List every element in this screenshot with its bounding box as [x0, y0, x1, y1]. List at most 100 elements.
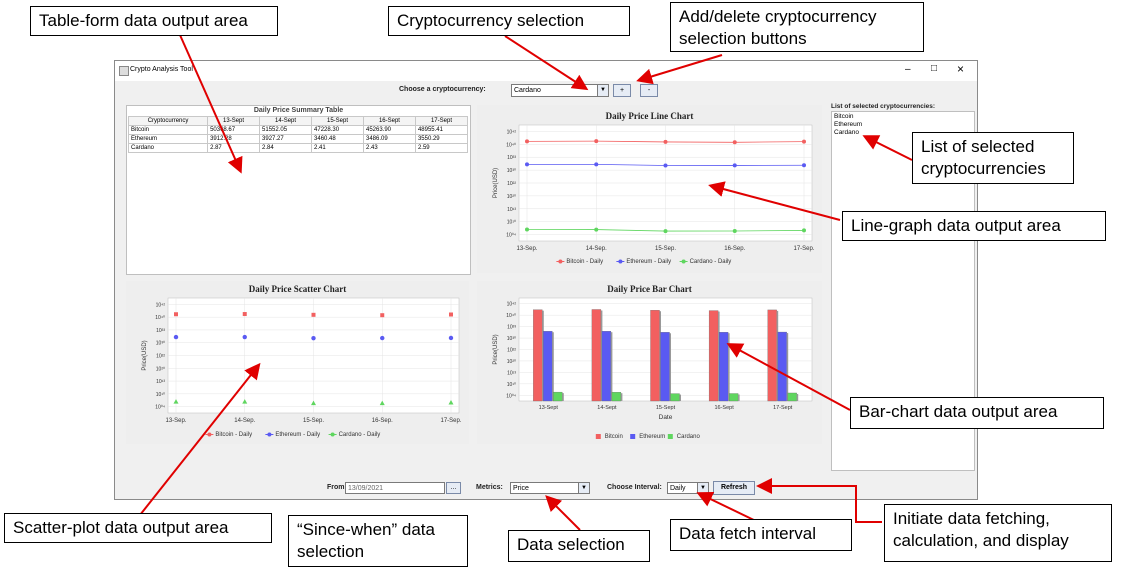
- data-point: [379, 400, 385, 406]
- data-point: [173, 399, 179, 404]
- bar-shadow: [659, 311, 661, 401]
- table-row[interactable]: Cardano 2.87 2.84 2.41 2.43 2.59: [127, 143, 469, 153]
- minimize-button[interactable]: –: [905, 64, 911, 75]
- data-point: [174, 312, 178, 317]
- arrow-table: [179, 34, 243, 174]
- x-tick-label: 16-Sep.: [724, 246, 745, 252]
- close-button[interactable]: ×: [957, 62, 965, 76]
- legend-label: Cardano - Daily: [339, 432, 381, 438]
- bar: [553, 391, 563, 402]
- arrow-add-delete: [636, 54, 723, 85]
- legend-marker: [558, 259, 563, 264]
- selected-list-title: List of selected cryptocurrencies:: [831, 103, 936, 110]
- bar: [543, 331, 553, 402]
- list-item[interactable]: Bitcoin: [834, 113, 854, 120]
- metrics-value: Price: [513, 485, 529, 492]
- bar: [718, 332, 729, 402]
- data-point: [663, 229, 668, 234]
- y-tick-label: 10³⁰: [156, 341, 165, 347]
- x-tick-label: 15-Sep.: [303, 418, 324, 424]
- bar-chart: 10⁴² 10⁴⁰ 10³³ 10³⁰ 10²² 10²⁰ 10¹³ 10¹⁰ 10⁰⁴ Pric…: [493, 297, 813, 440]
- callout-bar-area: Bar-chart data output area: [850, 397, 1104, 429]
- data-point: [525, 227, 529, 232]
- add-crypto-button[interactable]: +: [613, 84, 631, 97]
- legend-label: Cardano: [677, 434, 701, 440]
- x-tick-label: 17-Sep.: [793, 246, 814, 252]
- metrics-select[interactable]: Price ▼: [510, 482, 590, 494]
- data-point: [242, 399, 248, 404]
- data-point: [732, 140, 737, 145]
- legend-label: Ethereum - Daily: [275, 432, 320, 438]
- y-tick-label: 10³⁰: [507, 168, 516, 174]
- bar-shadow: [786, 333, 789, 401]
- y-tick-label: 10²⁰: [507, 194, 516, 200]
- data-point: [732, 163, 737, 168]
- x-tick-label: 13-Sep.: [165, 418, 186, 424]
- y-tick-label: 10¹³: [507, 207, 516, 213]
- arrow-crypto-select: [504, 35, 589, 91]
- legend-marker: [618, 259, 623, 264]
- y-tick-label: 10²²: [507, 181, 516, 187]
- list-item[interactable]: Cardano: [834, 129, 859, 136]
- legend-marker: [681, 259, 686, 264]
- y-tick-label: 10⁴⁰: [155, 315, 165, 321]
- table-cell: Cardano: [127, 143, 209, 153]
- callout-list-selected: List of selected cryptocurrencies: [912, 132, 1074, 184]
- bar-shadow: [669, 333, 671, 401]
- legend-marker: [330, 432, 335, 437]
- arrow-selected-list: [862, 135, 913, 161]
- y-axis-label: Price(USD): [493, 334, 499, 364]
- bar-shadow: [620, 393, 623, 401]
- legend-label: Cardano - Daily: [690, 259, 732, 265]
- data-point: [663, 139, 668, 144]
- callout-scatter-area: Scatter-plot data output area: [4, 513, 272, 543]
- legend-marker: [267, 432, 272, 437]
- scatter-chart: 10⁴² 10⁴⁰ 10³³ 10³⁰ 10²² 10²⁰ 10¹³ 10¹⁰ 10⁰⁴ Pric…: [142, 297, 462, 438]
- callout-table-area: Table-form data output area: [30, 6, 278, 36]
- y-tick-label: 10²⁰: [156, 366, 165, 372]
- refresh-button[interactable]: Refresh: [713, 481, 755, 495]
- data-point: [173, 334, 179, 340]
- line-chart-panel: Daily Price Line Chart 10⁴² 10⁴⁰ 10³³ 10³⁰ 1…: [477, 105, 822, 273]
- remove-crypto-button[interactable]: -: [640, 84, 658, 97]
- from-date-value: 13/09/2021: [348, 485, 384, 492]
- data-point: [448, 335, 454, 341]
- window-title: Crypto Analysis Tool: [130, 66, 193, 73]
- app-icon: [119, 66, 129, 76]
- chevron-down-icon: ▼: [578, 483, 589, 493]
- data-point: [663, 163, 668, 168]
- summary-table-panel: Daily Price Summary Table Cryptocurrency…: [126, 105, 471, 275]
- list-item[interactable]: Ethereum: [834, 121, 863, 128]
- interval-select[interactable]: Daily ▼: [667, 482, 709, 494]
- data-point: [594, 227, 599, 232]
- chevron-down-icon: ▼: [597, 85, 608, 96]
- maximize-button[interactable]: □: [931, 63, 938, 74]
- y-tick-label: 10²²: [507, 348, 516, 354]
- y-axis-label: Price(USD): [142, 340, 148, 370]
- legend-label: Bitcoin: [605, 434, 623, 440]
- data-point: [732, 228, 737, 233]
- from-date-field[interactable]: 13/09/2021: [345, 482, 445, 494]
- y-tick-label: 10²⁰: [507, 359, 516, 365]
- y-tick-label: 10¹³: [156, 379, 165, 385]
- chevron-down-icon: ▼: [697, 483, 708, 493]
- legend-label: Ethereum: [639, 434, 665, 440]
- y-tick-label: 10³³: [156, 328, 165, 334]
- title-bar: Crypto Analysis Tool – □ ×: [115, 61, 977, 81]
- bar-chart-title: Daily Price Bar Chart: [607, 284, 692, 294]
- bar-shadow: [728, 333, 730, 401]
- date-picker-button[interactable]: ...: [446, 482, 461, 494]
- data-point: [311, 335, 316, 341]
- bar-shadow: [610, 332, 613, 401]
- y-tick-label: 10³⁰: [507, 336, 516, 342]
- table-row[interactable]: Bitcoin 50368.67 51552.05 47228.30 45263.90 4…: [127, 125, 469, 135]
- arrow-bar-chart: [726, 343, 851, 411]
- y-tick-label: 10³³: [507, 155, 516, 161]
- bar: [728, 393, 739, 402]
- data-point: [242, 312, 247, 317]
- data-point: [802, 139, 806, 144]
- summary-table: Cryptocurrency 13-Sept 14-Sept 15-Sept 16-Se…: [127, 116, 469, 153]
- bar-shadow: [562, 393, 564, 401]
- data-point: [594, 162, 599, 167]
- y-tick-label: 10⁰⁴: [155, 405, 165, 411]
